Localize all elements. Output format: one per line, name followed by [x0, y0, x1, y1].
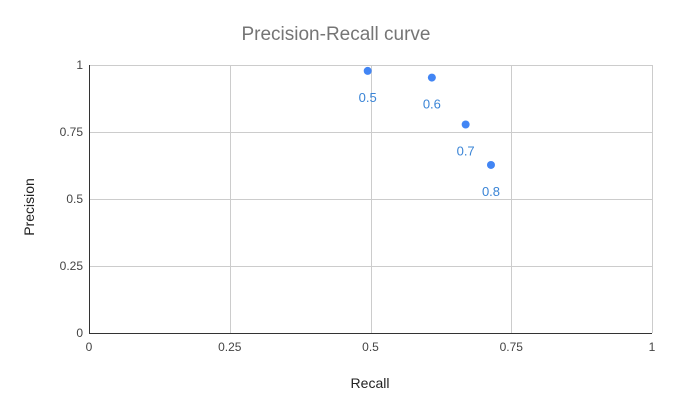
- y-axis-title: Precision: [21, 178, 37, 236]
- y-tick-label: 1: [76, 58, 83, 72]
- y-tick-label: 0.5: [66, 192, 83, 206]
- y-tick-label: 0: [76, 326, 83, 340]
- data-label: 0.5: [359, 90, 377, 105]
- y-tick-label: 0.75: [60, 125, 84, 139]
- data-point: [427, 73, 436, 82]
- grid: [89, 65, 653, 334]
- chart-title: Precision-Recall curve: [241, 24, 430, 45]
- x-tick-label: 0: [86, 340, 93, 354]
- x-tick-label: 0.75: [500, 340, 524, 354]
- data-label: 0.6: [423, 97, 441, 112]
- x-tick-label: 0.25: [218, 340, 242, 354]
- data-points: [363, 66, 495, 169]
- axes: [89, 65, 652, 334]
- data-labels: 0.5 0.6 0.7 0.8: [359, 90, 500, 199]
- data-label: 0.7: [457, 143, 475, 158]
- data-point: [461, 120, 470, 129]
- x-axis-title: Recall: [351, 375, 390, 391]
- y-tick-label: 0.25: [60, 259, 84, 273]
- data-label: 0.8: [482, 184, 500, 199]
- data-point: [486, 160, 495, 169]
- data-point: [363, 66, 372, 75]
- x-tick-label: 0.5: [362, 340, 379, 354]
- tick-labels: 0 0.25 0.5 0.75 1 0 0.25 0.5 0.75 1: [60, 58, 656, 354]
- x-tick-label: 1: [649, 340, 656, 354]
